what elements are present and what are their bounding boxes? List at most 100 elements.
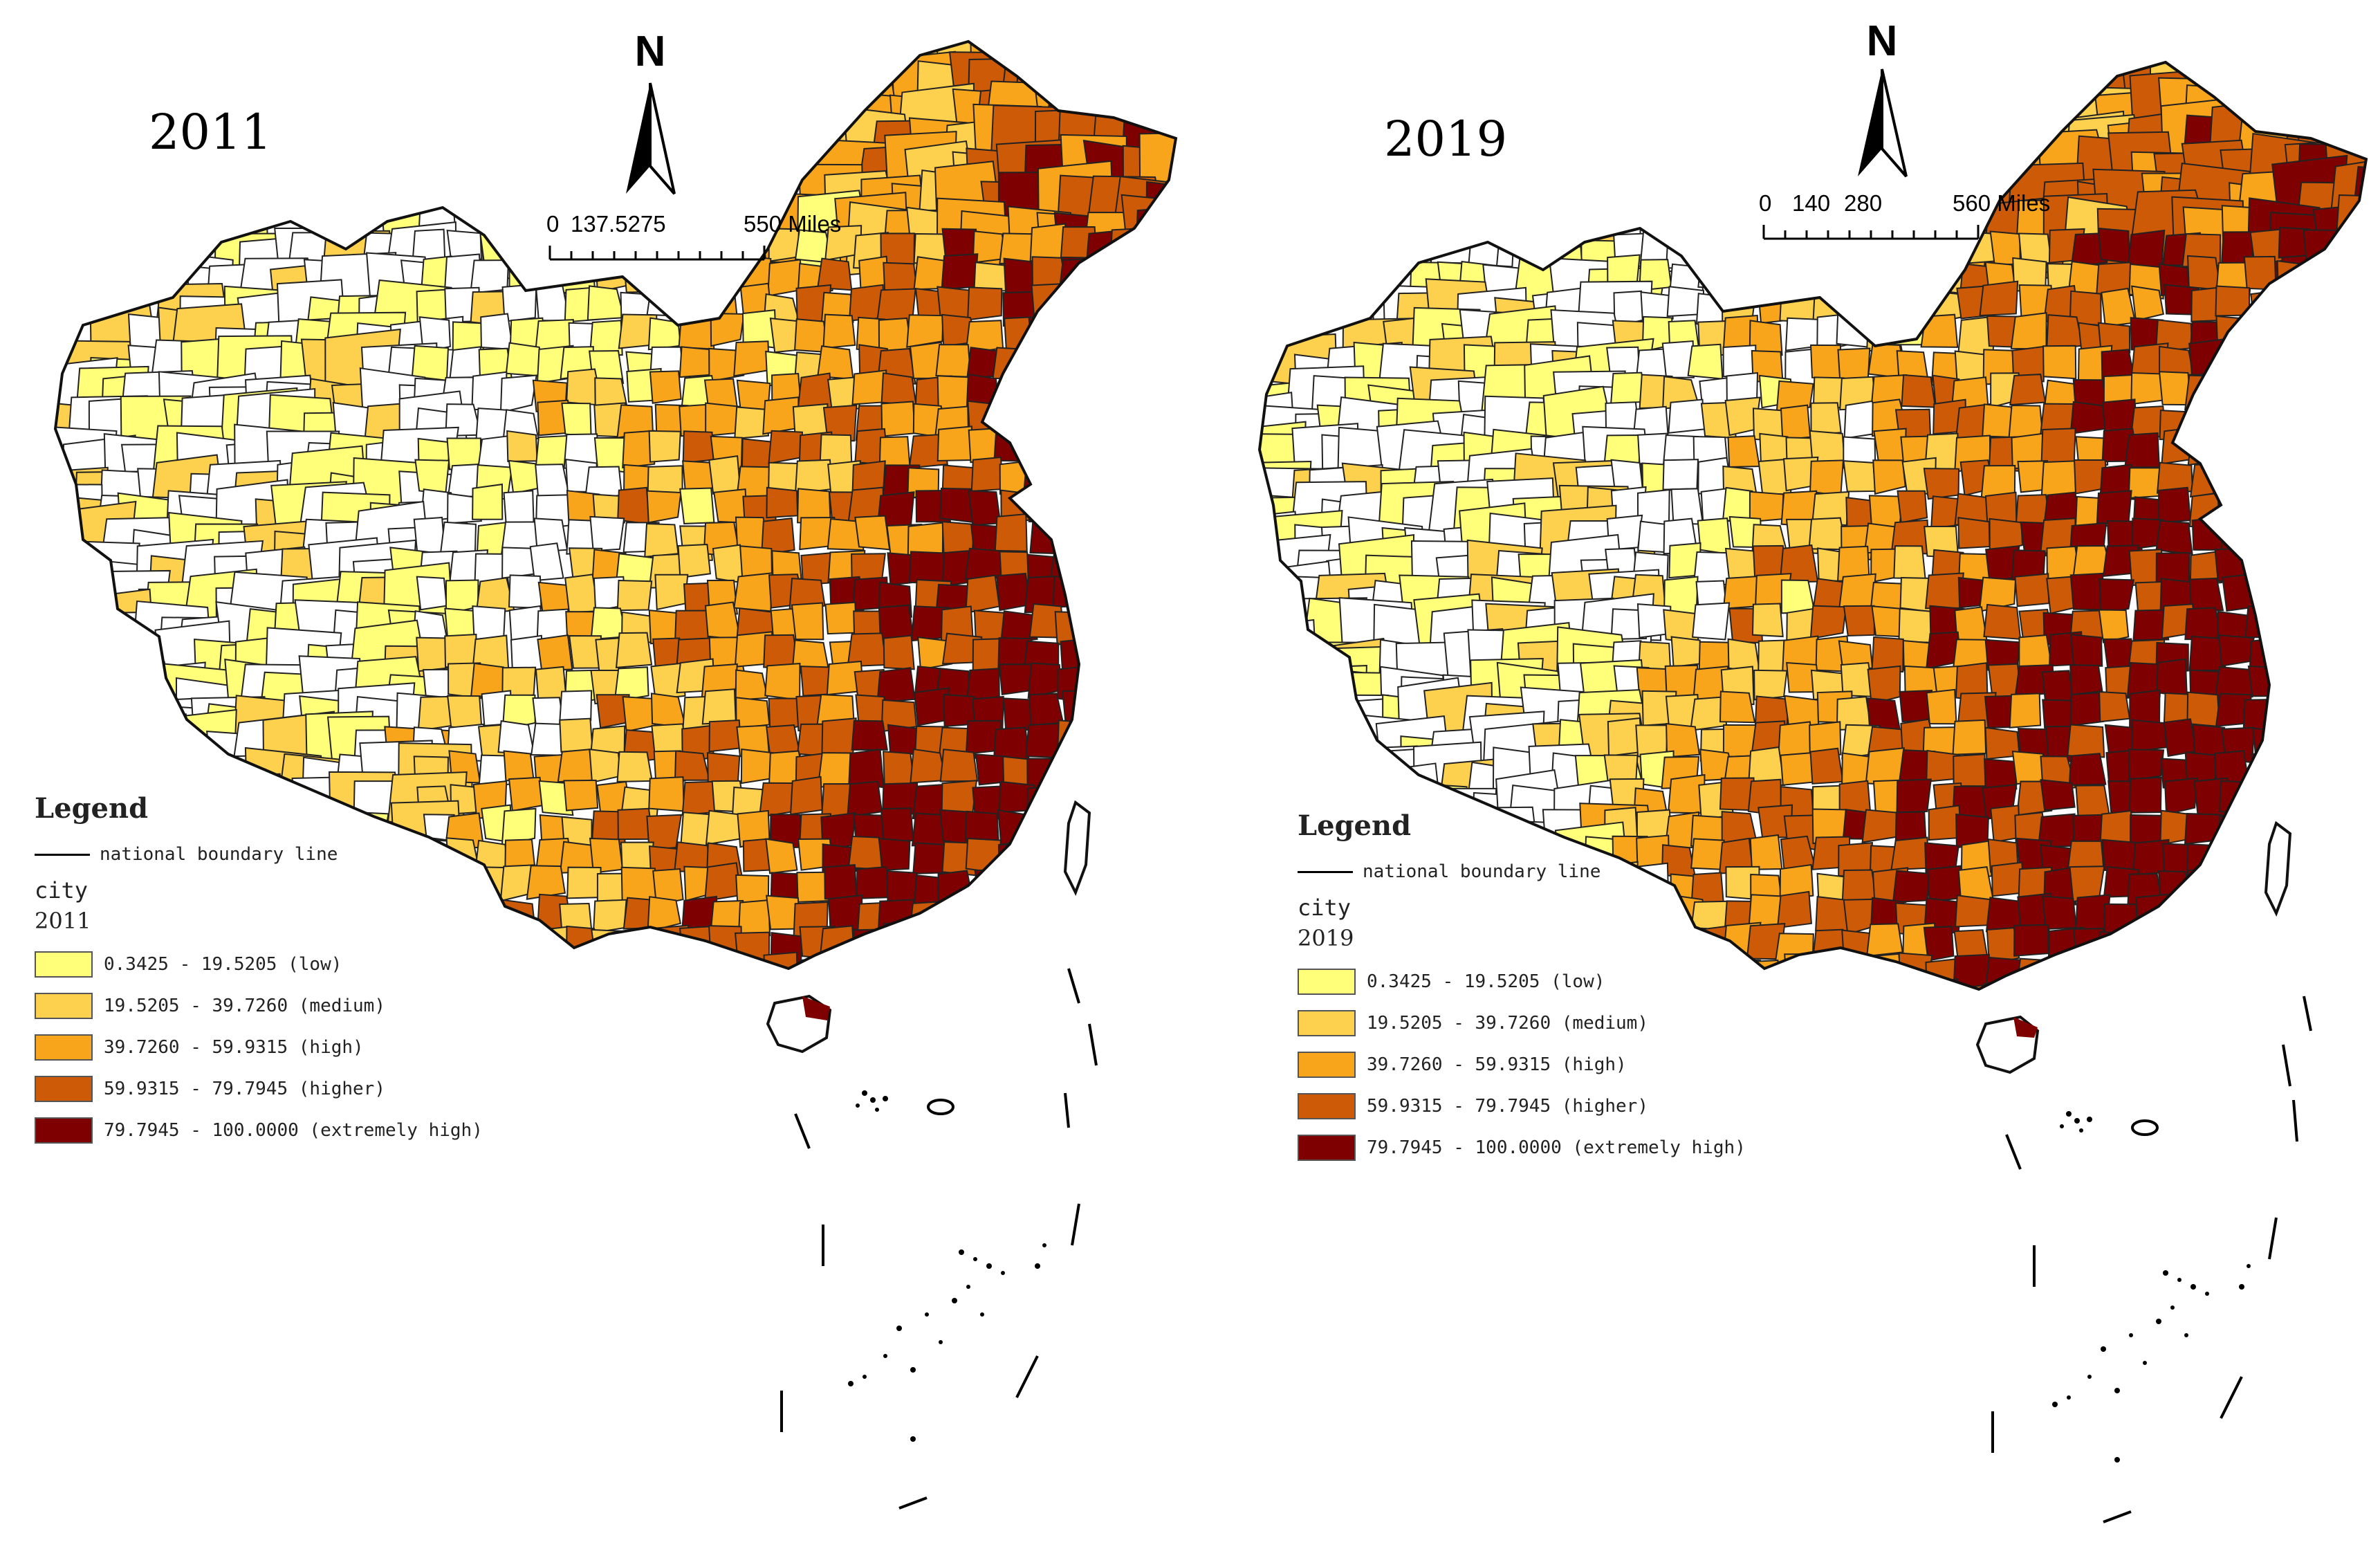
prefecture-cell <box>2300 376 2336 412</box>
prefecture-cell <box>1670 636 1702 668</box>
prefecture-cell <box>1872 459 1906 495</box>
prefecture-cell <box>55 542 111 620</box>
prefecture-cell <box>658 73 728 147</box>
prefecture-cell <box>1087 922 1122 957</box>
prefecture-cell <box>1111 988 1146 1020</box>
prefecture-cell <box>1260 85 1314 152</box>
prefecture-cell <box>1706 82 1787 156</box>
prefecture-cell <box>1551 163 1622 232</box>
prefecture-cell <box>2305 286 2343 322</box>
prefecture-cell <box>2074 955 2110 989</box>
prefecture-cell <box>1144 225 1176 260</box>
prefecture-cell <box>298 113 379 187</box>
prefecture-cell <box>2268 552 2309 591</box>
prefecture-cell <box>2046 314 2083 351</box>
prefecture-cell <box>1748 78 1825 154</box>
prefecture-cell <box>488 48 566 122</box>
prefecture-cell <box>615 632 653 668</box>
prefecture-cell <box>2272 517 2305 553</box>
prefecture-cell <box>2303 612 2343 645</box>
prefecture-cell <box>1059 405 1094 442</box>
prefecture-cell <box>1179 695 1190 728</box>
prefecture-cell <box>1144 985 1177 1023</box>
prefecture-cell <box>1262 260 1337 337</box>
prefecture-cell <box>2190 960 2224 989</box>
prefecture-cell <box>387 140 462 217</box>
prefecture-cell <box>782 42 860 98</box>
prefecture-cell <box>1085 814 1118 850</box>
prefecture-cell <box>1149 932 1176 967</box>
year-title-2019: 2019 <box>1384 111 1508 167</box>
prefecture-cell <box>940 987 978 1024</box>
prefecture-cell <box>1147 720 1176 753</box>
prefecture-cell <box>1968 62 2053 100</box>
prefecture-cell <box>2372 114 2380 185</box>
prefecture-cell <box>1118 717 1156 755</box>
prefecture-cell <box>2128 776 2162 814</box>
prefecture-cell <box>1260 599 1298 681</box>
prefecture-cell <box>648 776 685 812</box>
prefecture-cell <box>1084 991 1118 1022</box>
prefecture-cell <box>671 210 747 286</box>
prefecture-cell <box>1082 956 1114 969</box>
prefecture-cell <box>2333 497 2366 531</box>
prefecture-cell <box>1661 340 1695 378</box>
north-arrow: N <box>1858 17 1908 178</box>
prefecture-cell <box>939 749 979 782</box>
prefecture-cell <box>878 837 911 871</box>
prefecture-cell <box>526 865 566 900</box>
prefecture-cell <box>2310 62 2366 105</box>
prefecture-cell <box>661 54 747 134</box>
prefecture-cell <box>2068 753 2107 786</box>
prefecture-cell <box>1172 662 1176 699</box>
prefecture-cell <box>2300 957 2339 989</box>
prefecture-cell <box>2219 780 2255 816</box>
prefecture-cell <box>2188 577 2224 612</box>
prefecture-cell <box>1147 753 1176 785</box>
prefecture-cell <box>1032 982 1063 1014</box>
prefecture-cell <box>2243 255 2277 291</box>
prefecture-cell <box>827 983 859 1020</box>
prefecture-cell <box>465 42 533 88</box>
prefecture-cell <box>880 807 914 842</box>
legend-class-label: 59.9315 - 79.7945 (higher) <box>1367 1096 1648 1117</box>
prefecture-cell <box>616 579 653 612</box>
prefecture-cell <box>2009 693 2042 728</box>
prefecture-cell <box>501 807 537 847</box>
prefecture-cell <box>1174 490 1176 526</box>
prefecture-cell <box>2244 782 2282 818</box>
prefecture-cell <box>55 46 114 127</box>
prefecture-cell <box>653 259 687 294</box>
prefecture-cell <box>649 370 682 404</box>
prefecture-cell <box>1260 773 1301 854</box>
prefecture-cell <box>851 369 887 405</box>
prefecture-cell <box>2040 428 2076 465</box>
prefecture-cell <box>1290 705 1365 782</box>
prefecture-cell <box>2363 428 2366 464</box>
prefecture-cell <box>1030 407 1067 438</box>
prefecture-cell <box>2010 312 2047 350</box>
prefecture-cell <box>1779 863 1814 901</box>
prefecture-cell <box>997 903 1035 937</box>
legend-swatch-high <box>1298 1052 1356 1078</box>
prefecture-cell <box>679 487 715 524</box>
prefecture-cell <box>730 959 771 969</box>
prefecture-cell <box>1176 982 1190 1015</box>
prefecture-cell <box>224 42 297 98</box>
prefecture-cell <box>1379 62 1457 105</box>
prefecture-cell <box>497 720 535 755</box>
prefecture-cell <box>55 235 115 310</box>
prefecture-cell <box>1737 62 1815 105</box>
prefecture-cell <box>2250 289 2285 328</box>
prefecture-cell <box>2218 815 2250 852</box>
prefecture-cell <box>765 838 798 874</box>
prefecture-cell <box>1867 230 1904 266</box>
prefecture-cell <box>1174 751 1176 787</box>
prefecture-cell <box>1117 491 1151 526</box>
prefecture-cell <box>1549 62 1616 87</box>
prefecture-cell <box>2337 460 2366 497</box>
prefecture-cell <box>544 143 629 215</box>
prefecture-cell <box>1357 62 1435 120</box>
prefecture-cell <box>440 109 515 189</box>
prefecture-cell <box>1083 723 1119 758</box>
